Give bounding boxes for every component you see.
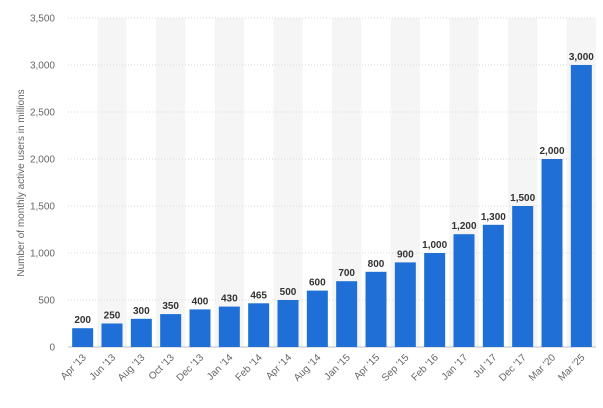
bar [394,262,416,347]
bar [365,271,387,347]
data-label: 1,500 [510,193,535,204]
data-label: 900 [397,249,414,260]
data-label: 350 [162,301,179,312]
background-band [214,18,244,347]
x-tick-label: Dec '17 [497,352,529,384]
y-axis-label: Number of monthly active users in millio… [16,89,27,276]
x-tick-label: Aug '14 [292,352,324,384]
data-label: 400 [192,296,209,307]
x-tick-label: Apr '15 [352,352,382,382]
data-label: 430 [221,294,238,305]
x-tick-label: Jan '14 [205,352,236,383]
bar [101,323,123,347]
data-label: 465 [250,290,267,301]
background-band [156,18,186,347]
bar [277,300,299,347]
x-tick-label: Mar '20 [527,352,558,383]
data-label: 200 [74,315,91,326]
x-tick-label: Apr '14 [264,352,294,382]
x-tick-label: Feb '16 [410,352,441,383]
data-label: 700 [338,268,355,279]
x-tick-label: Dec '13 [175,352,207,384]
bar [160,314,182,347]
bar [306,290,328,347]
x-tick-label: Aug '13 [116,352,148,384]
x-tick-label: Apr '13 [59,352,89,382]
data-label: 1,200 [451,221,476,232]
y-tick-label: 1,500 [30,202,55,213]
y-tick-label: 3,500 [30,14,55,25]
y-tick-label: 2,000 [30,155,55,166]
data-label: 300 [133,306,150,317]
bar [541,159,563,347]
bar [248,303,270,347]
x-tick-label: Oct '13 [147,352,177,382]
bar [482,224,504,347]
data-labels: 200 250 300 350 400 430 465 500 600 700 800 900 1,00… [74,52,594,326]
data-label: 2,000 [539,146,564,157]
bar [189,309,211,347]
y-axis-ticks: 0 500 1,000 1,500 2,000 2,500 3,000 3,500 [30,14,55,354]
bar [570,65,592,347]
y-tick-label: 0 [49,343,55,354]
data-label: 500 [280,287,297,298]
x-tick-label: Mar '25 [556,352,587,383]
data-label: 600 [309,278,326,289]
bar [72,328,94,347]
x-tick-label: Sep '15 [380,352,412,384]
gridlines [68,17,596,348]
data-label: 1,000 [422,240,447,251]
x-tick-label: Feb '14 [234,352,265,383]
data-label: 1,300 [481,212,506,223]
y-tick-label: 2,500 [30,108,55,119]
data-label: 800 [368,259,385,270]
bar [512,206,534,347]
y-tick-label: 1,000 [30,249,55,260]
bars [72,65,592,347]
x-tick-label: Jan '15 [322,352,353,383]
x-tick-label: Jun '13 [88,352,119,383]
background-band [97,18,127,347]
data-label: 3,000 [569,52,594,63]
background-band [273,18,303,347]
bar [218,306,240,347]
data-label: 250 [104,311,121,322]
y-tick-label: 500 [38,296,55,307]
bar [336,281,358,347]
y-tick-label: 3,000 [30,61,55,72]
bar [453,234,475,347]
x-tick-label: Jul '17 [471,352,499,380]
x-tick-label: Jan '17 [440,352,471,383]
bar [130,318,152,347]
bar [424,253,446,347]
